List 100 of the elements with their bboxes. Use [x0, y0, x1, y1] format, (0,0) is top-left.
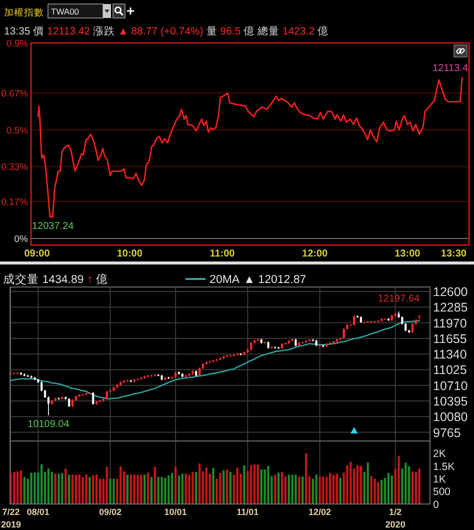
x-tick-label: 12:00: [302, 248, 328, 260]
bar: [222, 470, 225, 504]
bar: [284, 476, 286, 504]
y-tick-label: 12600: [433, 284, 468, 299]
bar: [229, 472, 232, 504]
bar: [256, 464, 260, 504]
x-tick-label: 12/02: [308, 507, 332, 517]
bar: [298, 476, 300, 504]
bar: [154, 466, 156, 504]
bar: [184, 474, 187, 504]
bar: [16, 471, 19, 504]
bar: [88, 476, 91, 504]
bar: [78, 474, 80, 504]
bar: [302, 476, 304, 504]
bar: [130, 474, 132, 504]
x-tick-label: 11/01: [236, 507, 259, 517]
bar: [312, 478, 314, 504]
bar: [267, 466, 270, 504]
bar: [294, 474, 297, 504]
bar: [212, 468, 214, 504]
bar: [150, 476, 153, 504]
bar: [136, 474, 139, 504]
text: 13:35 價 12113.42 漲跌 ▲ 88.77 (+0.74%) 量 96.5 億 總量 1423.2 億: [4, 26, 328, 38]
y-tick-label: 1.5K: [433, 460, 455, 473]
bar: [64, 468, 67, 504]
bar: [164, 478, 166, 504]
bar: [92, 475, 94, 504]
x-tick-label: 1/2 2020: [385, 507, 406, 530]
bar: [174, 466, 177, 504]
bar: [339, 478, 342, 504]
y-tick-label: 0%: [14, 234, 29, 245]
annotation: 12037.24: [32, 220, 74, 232]
bar: [377, 482, 380, 504]
bar: [329, 472, 332, 504]
bar: [288, 474, 290, 504]
line-series: [37, 77, 463, 218]
candlestick: [92, 392, 94, 406]
bar: [418, 468, 420, 504]
bar: [260, 469, 262, 504]
annotation: 10109.04: [28, 419, 70, 430]
bar: [226, 470, 228, 504]
bar: [198, 464, 201, 504]
bar: [390, 475, 393, 504]
x-tick-label: 10:00: [116, 248, 143, 260]
y-tick-label: 0.17%: [1, 196, 29, 208]
bar: [74, 474, 77, 504]
bar: [140, 474, 142, 504]
bar: [250, 465, 252, 504]
y-tick-label: 12285: [433, 300, 468, 315]
bar: [346, 465, 348, 504]
bar: [318, 476, 321, 504]
bar: [277, 472, 280, 504]
y-tick-label: 1K: [433, 473, 446, 486]
chart-subtitle: 成交量 1434.89 ↑ 億: [3, 272, 108, 286]
bar: [58, 474, 60, 504]
bar: [360, 466, 362, 504]
bar: [366, 462, 369, 504]
bar: [253, 464, 256, 504]
bar: [205, 468, 208, 504]
bar: [274, 474, 276, 504]
annotation: 12113.4: [432, 62, 468, 74]
x-tick-label: 09:00: [24, 248, 50, 260]
bar: [146, 472, 150, 504]
bar: [336, 474, 338, 504]
y-tick-label: 0.67%: [1, 88, 29, 100]
bar: [23, 476, 26, 504]
bar: [326, 476, 328, 504]
chart-title: 加權指數: [4, 6, 44, 18]
candlestick: [342, 328, 345, 340]
bar: [40, 464, 43, 504]
bar: [20, 470, 22, 504]
bar: [291, 474, 294, 504]
bar: [34, 472, 36, 504]
text: ▲ 12012.87: [244, 274, 306, 286]
bar: [178, 475, 180, 504]
bar: [157, 476, 160, 504]
bar: [160, 476, 163, 504]
x-tick-label: 13:30: [440, 248, 467, 260]
x-tick-label: 11:00: [210, 248, 236, 260]
bar: [47, 468, 50, 504]
bar: [71, 474, 74, 504]
y-tick-label: 11970: [433, 316, 467, 330]
bar: [370, 476, 372, 504]
bar: [85, 474, 88, 504]
bar: [332, 474, 335, 504]
y-tick-label: 11340: [433, 348, 467, 362]
bar: [322, 476, 324, 504]
x-tick-label: 09/02: [99, 507, 122, 517]
bar: [414, 472, 417, 504]
bar: [171, 472, 174, 504]
x-tick-label: 13:00: [394, 248, 421, 260]
y-tick-label: 10080: [433, 410, 468, 424]
candlestick: [47, 396, 50, 416]
bar: [181, 474, 184, 504]
bar: [404, 462, 407, 504]
y-tick-label: 0.9%: [6, 38, 29, 50]
y-tick-label: 0: [433, 498, 439, 511]
bar: [188, 474, 190, 504]
bar: [30, 472, 32, 504]
bar: [192, 472, 194, 504]
